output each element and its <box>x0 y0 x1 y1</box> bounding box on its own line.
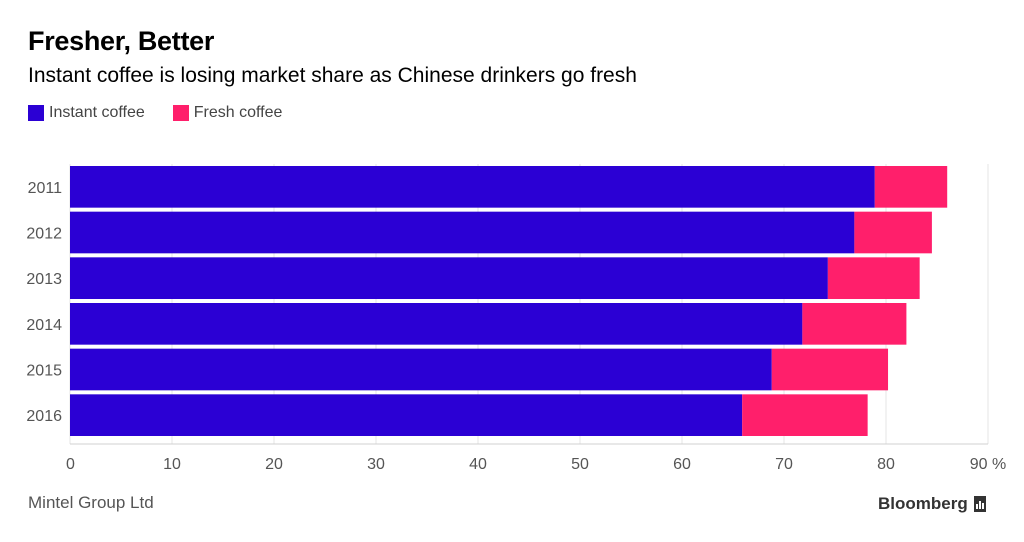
bar-instant <box>70 394 743 436</box>
x-tick-label: 80 <box>877 456 895 473</box>
bar-chart-icon <box>973 496 986 512</box>
bar-fresh <box>742 394 868 436</box>
bar-instant <box>70 348 772 391</box>
legend-swatch-fresh <box>172 105 189 121</box>
x-tick-label: 60 <box>673 456 691 473</box>
legend-label-instant: Instant coffee <box>49 104 145 121</box>
legend-label-fresh: Fresh coffee <box>193 104 283 121</box>
x-tick-label: 10 <box>163 456 181 473</box>
chart-title: Fresher, Better <box>28 26 215 56</box>
bar-fresh <box>854 211 932 254</box>
bar-fresh <box>771 348 889 391</box>
bar-fresh <box>802 303 907 345</box>
x-tick-label: 30 <box>367 456 385 473</box>
legend-item-instant: Instant coffee <box>28 104 145 122</box>
brand-name: Bloomberg <box>878 494 968 513</box>
x-tick-label: 50 <box>571 456 589 473</box>
legend-item-fresh: Fresh coffee <box>172 104 283 122</box>
x-tick-label: 0 <box>66 456 75 473</box>
x-tick-label: 90 % <box>970 456 1006 473</box>
y-category-label: 2012 <box>26 226 62 243</box>
chart-subtitle: Instant coffee is losing market share as… <box>28 64 637 87</box>
x-tick-label: 20 <box>265 456 283 473</box>
bar-fresh <box>874 166 948 208</box>
bar-fresh <box>827 257 920 299</box>
legend-swatch-instant <box>28 105 44 121</box>
bar-instant <box>70 257 828 299</box>
bar-instant <box>70 211 855 254</box>
x-tick-label: 70 <box>775 456 793 473</box>
y-category-label: 2011 <box>28 180 63 197</box>
y-category-label: 2013 <box>26 271 62 288</box>
chart-legend: Instant coffee Fresh coffee <box>28 104 310 122</box>
y-category-label: 2015 <box>26 363 62 380</box>
brand-logo: Bloomberg <box>878 494 986 514</box>
bar-instant <box>70 166 875 208</box>
y-category-label: 2014 <box>26 317 62 334</box>
bar-instant <box>70 303 803 345</box>
y-category-label: 2016 <box>26 408 62 425</box>
source-note: Mintel Group Ltd <box>28 493 154 512</box>
x-tick-label: 40 <box>469 456 487 473</box>
